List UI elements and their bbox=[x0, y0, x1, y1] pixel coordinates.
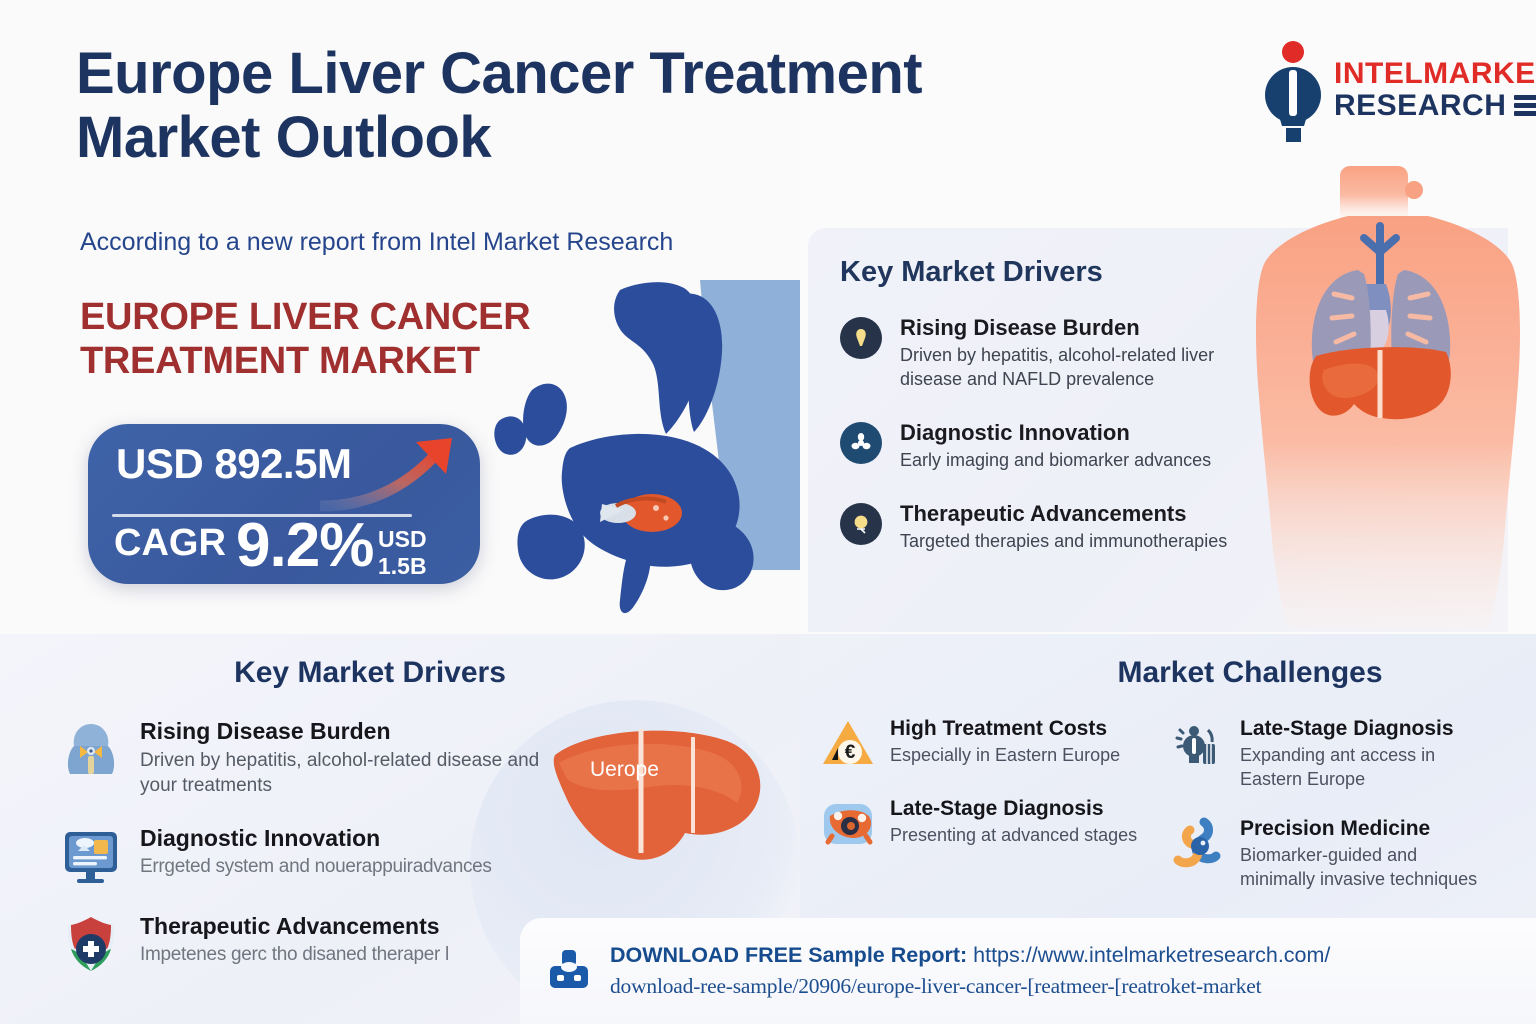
molecule-icon bbox=[840, 421, 882, 464]
driver-text: Diagnostic Innovation Errgeted system an… bbox=[140, 825, 492, 880]
challenges-left-column: € High Treatment Costs Especially in Eas… bbox=[820, 716, 1170, 916]
driver-text: Therapeutic Advancements Impetenes gerc … bbox=[140, 913, 449, 968]
download-url-line-1[interactable]: https://www.intelmarketresearch.com/ bbox=[973, 943, 1331, 968]
europe-map bbox=[494, 280, 800, 614]
liver-marker-icon bbox=[600, 494, 682, 532]
challenge-title: Late-Stage Diagnosis bbox=[1240, 717, 1454, 740]
driver-title: Therapeutic Advancements bbox=[140, 912, 440, 939]
driver-item[interactable]: Rising Disease Burden Driven by hepatiti… bbox=[840, 315, 1310, 392]
download-icon bbox=[550, 950, 588, 988]
download-footer-bar[interactable]: DOWNLOAD FREE Sample Report: https://www… bbox=[520, 918, 1536, 1024]
driver-desc: Impetenes gerc tho disaned theraper l bbox=[140, 944, 449, 966]
company-logo[interactable]: INTELMARKET RESEARCH bbox=[1262, 34, 1536, 144]
challenges-right-column: Late-Stage Diagnosis Expanding ant acces… bbox=[1170, 716, 1520, 916]
challenge-title: High Treatment Costs bbox=[890, 717, 1108, 740]
driver-text: Diagnostic Innovation Early imaging and … bbox=[900, 420, 1211, 473]
driver-title: Rising Disease Burden bbox=[900, 315, 1140, 340]
logo-line-2: RESEARCH bbox=[1334, 88, 1507, 122]
human-torso-anatomy-icon bbox=[1256, 166, 1520, 628]
idea-bulb-icon bbox=[840, 503, 882, 546]
medical-shield-icon bbox=[67, 916, 115, 971]
driver-item[interactable]: Diagnostic Innovation Early imaging and … bbox=[840, 420, 1310, 473]
menu-bars-icon bbox=[1514, 92, 1536, 119]
driver-item[interactable]: Therapeutic Advancements Impetenes gerc … bbox=[60, 913, 580, 975]
driver-title: Diagnostic Innovation bbox=[900, 419, 1130, 445]
cagr-label: CAGR bbox=[114, 522, 226, 564]
driver-desc: Driven by hepatitis, alcohol-related liv… bbox=[900, 345, 1215, 390]
forecast-value: USD 1.5B bbox=[378, 526, 427, 580]
driver-item[interactable]: Therapeutic Advancements Targeted therap… bbox=[840, 501, 1310, 554]
market-value-card: USD 892.5M CAGR 9.2% USD 1.5B 2030 bbox=[88, 424, 480, 584]
driver-text: Rising Disease Burden Driven by hepatiti… bbox=[900, 315, 1230, 392]
logo-wordmark: INTELMARKET RESEARCH bbox=[1334, 58, 1536, 121]
challenge-item[interactable]: Late-Stage Diagnosis Presenting at advan… bbox=[820, 796, 1170, 852]
drivers-heading-bottom: Key Market Drivers bbox=[234, 656, 506, 689]
footer-text: DOWNLOAD FREE Sample Report: https://www… bbox=[610, 940, 1330, 1001]
svg-text:€: € bbox=[845, 742, 856, 763]
euro-warning-icon: € bbox=[823, 721, 873, 764]
key-market-drivers-panel-top: Key Market Drivers Rising Disease Burden… bbox=[840, 256, 1310, 582]
challenge-text: Late-Stage Diagnosis Expanding ant acces… bbox=[1240, 716, 1490, 792]
driver-text: Rising Disease Burden Driven by hepatiti… bbox=[140, 718, 540, 799]
challenge-text: Precision Medicine Biomarker-guided and … bbox=[1240, 816, 1490, 892]
forecast-year: 2030 bbox=[378, 580, 474, 584]
challenges-grid: € High Treatment Costs Especially in Eas… bbox=[820, 716, 1520, 916]
market-challenges-panel: Market Challenges € High Treatment Costs… bbox=[820, 656, 1520, 916]
challenge-item[interactable]: Precision Medicine Biomarker-guided and … bbox=[1170, 816, 1520, 892]
challenge-title: Precision Medicine bbox=[1240, 816, 1431, 840]
driver-item[interactable]: Diagnostic Innovation Errgeted system an… bbox=[60, 825, 580, 887]
dna-molecule-icon bbox=[1173, 817, 1221, 868]
challenge-item[interactable]: Late-Stage Diagnosis Expanding ant acces… bbox=[1170, 716, 1520, 792]
card-divider bbox=[112, 514, 412, 517]
challenge-desc: Biomarker-guided and minimally invasive … bbox=[1240, 844, 1478, 890]
liver-scan-icon bbox=[824, 804, 873, 845]
download-url-line-2[interactable]: download-ree-sample/20906/europe-liver-c… bbox=[610, 974, 1262, 998]
challenge-title: Late-Stage Diagnosis bbox=[890, 797, 1104, 820]
growth-arrow-icon bbox=[320, 438, 452, 512]
page-title: Europe Liver Cancer Treatment Market Out… bbox=[76, 41, 923, 170]
challenge-text: Late-Stage Diagnosis Presenting at advan… bbox=[890, 796, 1137, 847]
market-value: USD 892.5M bbox=[116, 440, 352, 487]
challenge-item[interactable]: € High Treatment Costs Especially in Eas… bbox=[820, 716, 1170, 772]
challenge-desc: Expanding ant access in Eastern Europe bbox=[1240, 745, 1436, 790]
driver-desc: Early imaging and biomarker advances bbox=[900, 450, 1212, 471]
logo-line-2-wrap: RESEARCH bbox=[1334, 88, 1536, 122]
driver-desc: Targeted therapies and immunotherapies bbox=[900, 531, 1228, 552]
cagr-value: 9.2% bbox=[236, 511, 374, 580]
liver-label: Uerope bbox=[590, 758, 659, 781]
drivers-heading: Key Market Drivers bbox=[840, 256, 1103, 288]
hooded-figure-icon bbox=[67, 724, 115, 774]
monitor-scan-icon bbox=[65, 831, 117, 883]
challenges-heading: Market Challenges bbox=[1117, 656, 1383, 689]
lightbulb-person-icon bbox=[1265, 41, 1321, 142]
driver-desc: Errgeted system and nouerappuiradvances bbox=[140, 856, 492, 878]
driver-title: Diagnostic Innovation bbox=[140, 824, 381, 851]
logo-line-1: INTELMARKET bbox=[1334, 57, 1536, 90]
driver-item[interactable]: Rising Disease Burden Driven by hepatiti… bbox=[60, 718, 580, 799]
driver-desc: Driven by hepatitis, alcohol-related dis… bbox=[140, 749, 540, 797]
key-market-drivers-panel-bottom: Key Market Drivers Rising Disease Burden… bbox=[60, 656, 580, 1001]
liver-illustration bbox=[553, 729, 761, 860]
challenge-desc: Especially in Eastern Europe bbox=[890, 745, 1121, 766]
page-subtitle: According to a new report from Intel Mar… bbox=[80, 228, 674, 256]
challenge-text: High Treatment Costs Especially in Easte… bbox=[890, 716, 1120, 767]
challenge-desc: Presenting at advanced stages bbox=[890, 825, 1138, 846]
lightbulb-icon bbox=[840, 317, 882, 359]
market-name-heading: EUROPE LIVER CANCER TREATMENT MARKET bbox=[80, 296, 531, 383]
driver-title: Rising Disease Burden bbox=[140, 718, 391, 744]
driver-text: Therapeutic Advancements Targeted therap… bbox=[900, 501, 1227, 554]
forecast-block: USD 1.5B 2030 bbox=[378, 526, 474, 584]
driver-title: Therapeutic Advancements bbox=[900, 501, 1187, 527]
lightbulb-book-icon bbox=[1175, 726, 1215, 764]
download-cta-label[interactable]: DOWNLOAD FREE Sample Report: bbox=[610, 943, 968, 968]
